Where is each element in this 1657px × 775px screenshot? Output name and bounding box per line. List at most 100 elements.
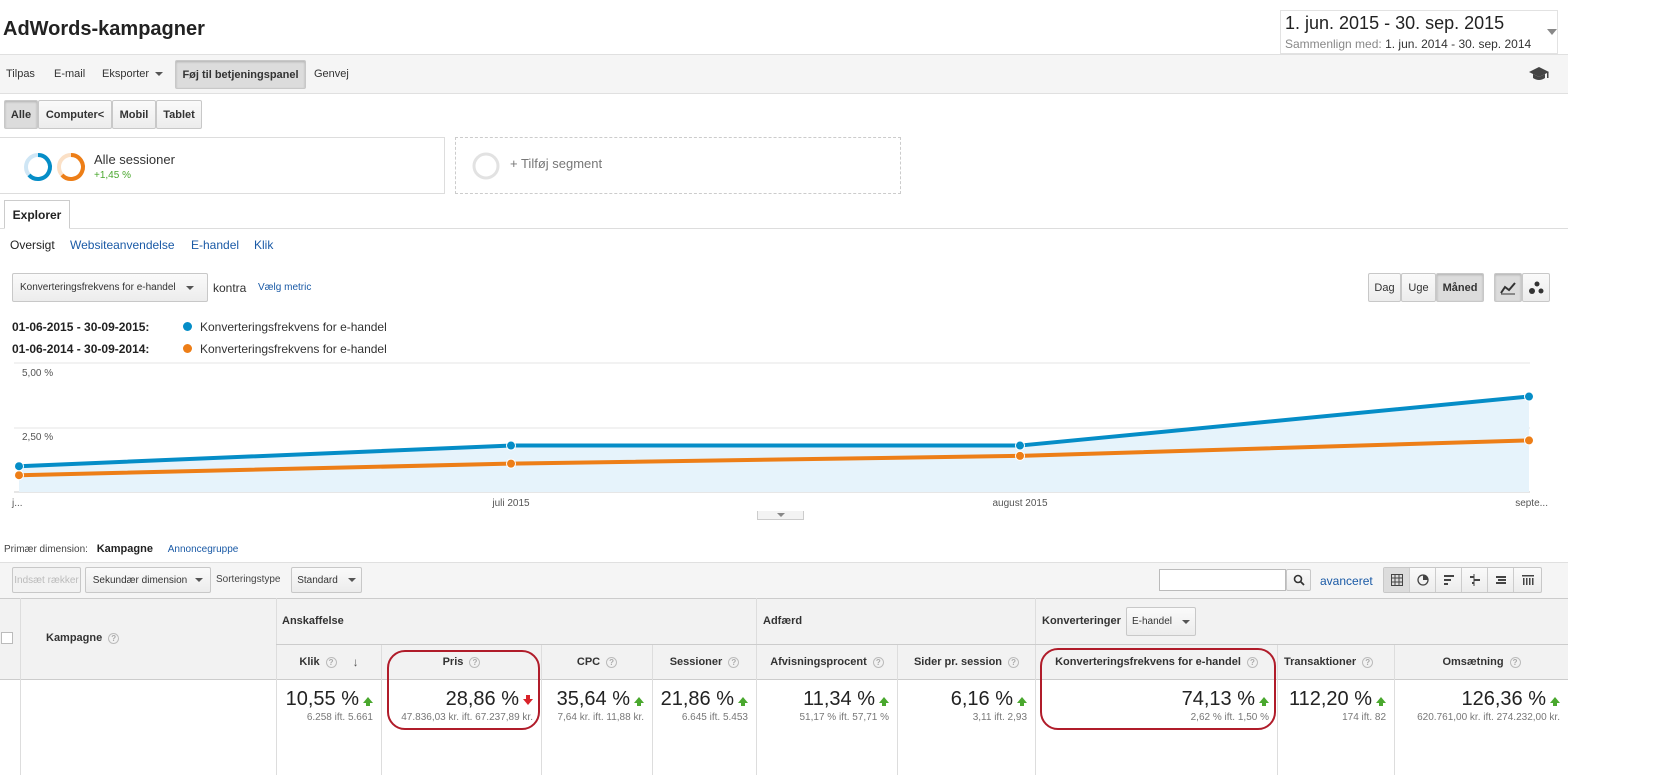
search-button[interactable]	[1286, 569, 1311, 591]
versus-label: kontra	[213, 281, 247, 295]
toolbar: Tilpas E-mail Eksporter Føj til betjenin…	[0, 54, 1568, 94]
column-header-ecommerce-conversion-rate[interactable]: Konverteringsfrekvens for e-handel?	[1036, 645, 1277, 679]
help-icon: ?	[469, 656, 481, 668]
campaign-header-label: Kampagne	[46, 632, 103, 644]
conversion-type-select[interactable]: E-handel	[1126, 607, 1196, 636]
sub-tab-overview[interactable]: Oversigt	[10, 238, 55, 252]
compare-range: 1. jun. 2014 - 30. sep. 2014	[1385, 37, 1532, 51]
help-icon: ?	[108, 632, 120, 644]
column-header-pages-per-session[interactable]: Sider pr. session?	[898, 645, 1035, 679]
granularity-month[interactable]: Måned	[1436, 273, 1484, 302]
column-label: Afvisningsprocent	[770, 656, 867, 668]
total-transactions: 112,20 % 174 ift. 82	[1278, 688, 1394, 723]
campaign-header[interactable]: Kampagne?	[46, 632, 120, 644]
add-to-dashboard-button[interactable]: Føj til betjeningspanel	[175, 60, 306, 89]
group-acquisition: Anskaffelse	[282, 615, 344, 627]
total-compare: 6.258 ift. 5.661	[306, 712, 373, 723]
export-button[interactable]: Eksporter	[102, 68, 164, 80]
column-header-clicks[interactable]: Klik? ↓	[277, 645, 381, 679]
select-all-checkbox[interactable]	[1, 632, 13, 644]
table-view-performance[interactable]	[1436, 568, 1462, 592]
table-view-pivot[interactable]	[1514, 568, 1541, 592]
date-range-picker[interactable]: 1. jun. 2015 - 30. sep. 2015 Sammenlign …	[1280, 10, 1558, 54]
choose-metric-link[interactable]: Vælg metric	[258, 282, 312, 293]
help-icon: ?	[728, 656, 740, 668]
total-clicks: 10,55 % 6.258 ift. 5.661	[277, 688, 381, 723]
shortcut-button[interactable]: Genvej	[314, 68, 349, 80]
total-value: 6,16 %	[950, 688, 1013, 710]
highlight-annotation	[1040, 648, 1276, 730]
dimension-ad-group[interactable]: Annoncegruppe	[167, 544, 239, 555]
chart-resize-handle[interactable]	[757, 511, 804, 520]
table-search-input[interactable]	[1159, 569, 1286, 591]
total-compare: 6.645 ift. 5.453	[681, 712, 748, 723]
column-header-bounce-rate[interactable]: Afvisningsprocent?	[757, 645, 897, 679]
device-tab-all[interactable]: Alle	[4, 100, 38, 129]
email-button[interactable]: E-mail	[54, 68, 86, 80]
granularity-day[interactable]: Dag	[1368, 273, 1401, 302]
help-icon: ?	[1362, 656, 1374, 668]
segment-all-sessions[interactable]: Alle sessioner +1,45 %	[0, 137, 445, 194]
total-compare: 620.761,00 kr. ift. 274.232,00 kr.	[1417, 712, 1560, 723]
data-point[interactable]	[1524, 391, 1534, 402]
x-tick-label: j...	[11, 498, 23, 509]
metric-select[interactable]: Konverteringsfrekvens for e-handel	[12, 273, 208, 302]
data-point[interactable]	[1015, 450, 1025, 461]
chevron-down-icon	[195, 578, 204, 582]
x-tick-label: septe...	[1515, 498, 1548, 509]
table-view-percentage[interactable]	[1410, 568, 1436, 592]
customize-button[interactable]: Tilpas	[6, 68, 35, 80]
sub-tab-clicks[interactable]: Klik	[254, 238, 274, 252]
add-segment-label: + Tilføj segment	[510, 156, 603, 171]
column-header-transactions[interactable]: Transaktioner?	[1278, 645, 1394, 679]
total-compare: 47.836,03 kr. ift. 67.237,89 kr.	[401, 712, 533, 723]
data-point[interactable]	[506, 440, 516, 451]
data-point[interactable]	[1015, 440, 1025, 451]
secondary-dimension-select[interactable]: Sekundær dimension	[85, 567, 211, 593]
column-label: CPC	[576, 656, 601, 668]
sort-type-select[interactable]: Standard	[291, 567, 362, 593]
device-tab-computer[interactable]: Computer<	[38, 100, 112, 129]
total-compare: 7,64 kr. ift. 11,88 kr.	[557, 712, 644, 723]
column-header-cost[interactable]: Pris?	[382, 645, 541, 679]
column-header-sessions[interactable]: Sessioner?	[653, 645, 756, 679]
data-point[interactable]	[506, 458, 516, 469]
total-pages-per-session: 6,16 % 3,11 ift. 2,93	[898, 688, 1035, 723]
column-header-revenue[interactable]: Omsætning?	[1395, 645, 1568, 679]
segment-donut-compare-icon	[57, 153, 85, 181]
y-tick-label: 5,00 %	[22, 368, 53, 379]
table-view-comparison[interactable]	[1462, 568, 1488, 592]
segment-donut-icon	[24, 153, 52, 181]
granularity-week[interactable]: Uge	[1401, 273, 1436, 302]
sub-tab-site-usage[interactable]: Websiteanvendelse	[70, 238, 175, 252]
total-value: 74,13 %	[1181, 688, 1255, 710]
advanced-filter-link[interactable]: avanceret	[1320, 574, 1373, 588]
data-point[interactable]	[1524, 435, 1534, 446]
total-compare: 3,11 ift. 2,93	[972, 712, 1027, 723]
data-point[interactable]	[14, 470, 24, 481]
table-view-data[interactable]	[1384, 568, 1410, 592]
help-icon: ?	[1509, 656, 1521, 668]
column-header-cpc[interactable]: CPC?	[542, 645, 652, 679]
line-chart-toggle[interactable]	[1494, 273, 1522, 302]
insert-rows-button[interactable]: Indsæt rækker	[12, 567, 81, 593]
graduation-cap-icon[interactable]	[1528, 66, 1550, 82]
sub-tab-ecommerce[interactable]: E-handel	[191, 238, 240, 252]
total-value: 35,64 %	[556, 688, 630, 710]
device-tab-tablet[interactable]: Tablet	[156, 100, 202, 129]
metric-select-value: Konverteringsfrekvens for e-handel	[20, 282, 176, 293]
table-view-term-cloud[interactable]	[1488, 568, 1514, 592]
motion-chart-toggle[interactable]	[1522, 273, 1550, 302]
dimension-campaign[interactable]: Kampagne	[96, 543, 153, 555]
column-label: Sider pr. session	[913, 656, 1003, 668]
explorer-tab[interactable]: Explorer	[4, 200, 70, 229]
bubble-chart-icon	[1529, 281, 1544, 294]
data-point[interactable]	[14, 461, 24, 472]
total-value: 21,86 %	[660, 688, 734, 710]
export-label: Eksporter	[102, 68, 150, 80]
add-segment-button[interactable]: + Tilføj segment	[455, 137, 901, 194]
arrow-up-icon	[634, 696, 644, 706]
help-icon: ?	[1008, 656, 1020, 668]
device-tab-mobile[interactable]: Mobil	[112, 100, 156, 129]
x-tick-label: juli 2015	[491, 498, 530, 509]
